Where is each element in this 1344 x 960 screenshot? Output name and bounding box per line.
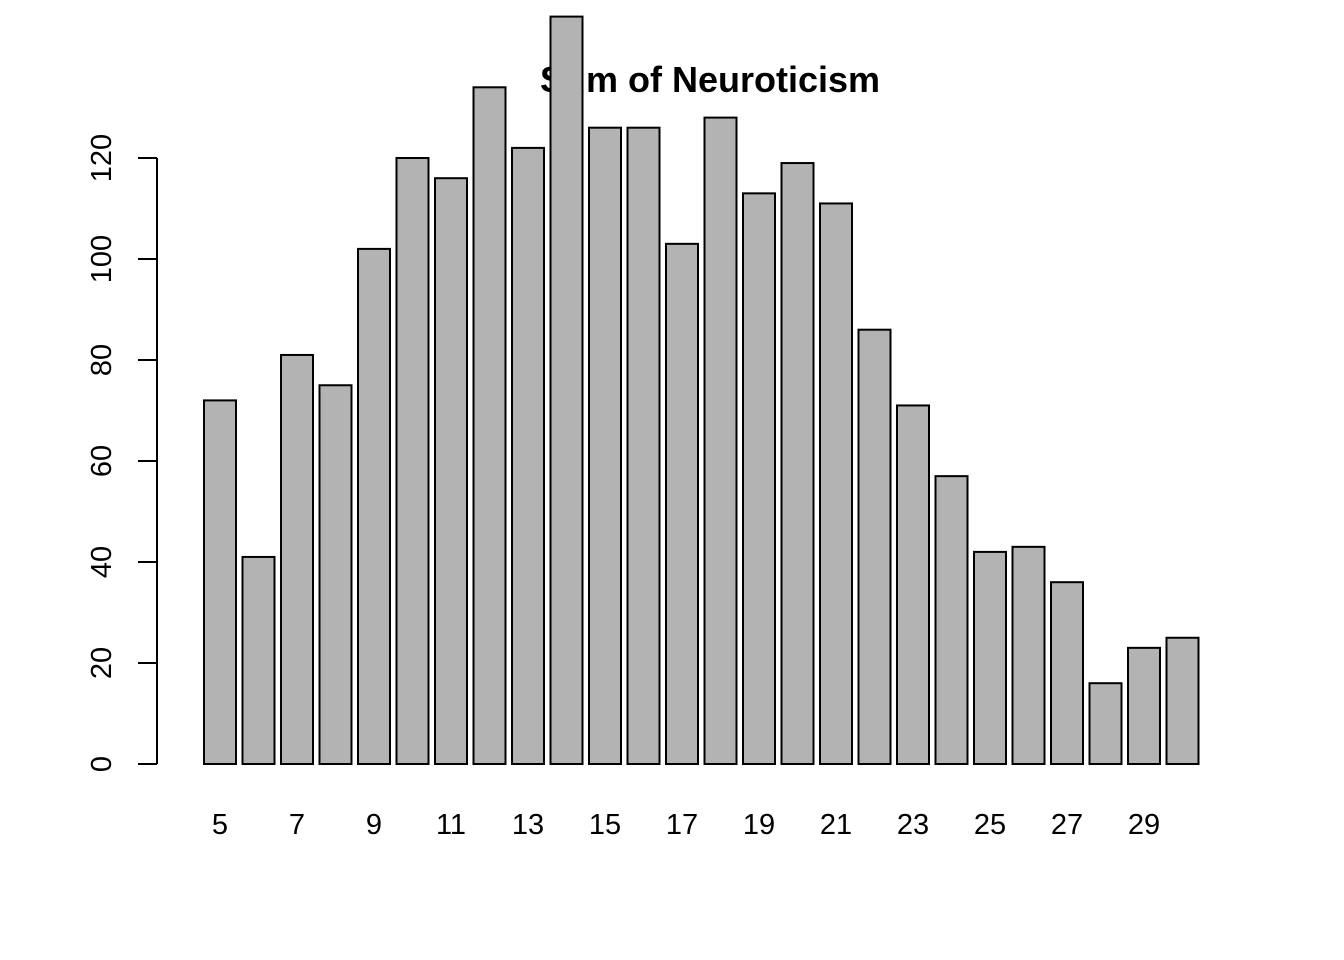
bar-24: [934, 475, 969, 765]
bar-19: [742, 192, 776, 766]
bars: [203, 15, 1200, 766]
bar-23: [896, 404, 930, 765]
x-tick-label: 5: [212, 809, 228, 841]
bar-11: [434, 177, 468, 765]
chart-title: Sum of Neuroticism: [540, 59, 880, 100]
x-tick-label: 7: [289, 809, 305, 841]
y-tick-label: 80: [86, 344, 118, 376]
x-tick-label: 21: [820, 809, 852, 841]
bar-27: [1050, 581, 1084, 766]
x-tick-label: 15: [589, 809, 621, 841]
bar-8: [318, 384, 353, 765]
x-tick-label: 9: [366, 809, 382, 841]
bar-14: [549, 15, 584, 766]
y-tick-label: 60: [86, 445, 118, 477]
bar-18: [703, 116, 738, 766]
y-tick-label: 20: [86, 647, 118, 679]
bar-7: [280, 353, 314, 765]
x-tick-label: 29: [1128, 809, 1160, 841]
bar-12: [472, 86, 507, 766]
bar-28: [1088, 682, 1123, 766]
y-axis: 0 20 40 60 80 100 120: [86, 134, 158, 772]
bar-16: [626, 126, 661, 765]
bar-15: [588, 126, 622, 765]
bar-9: [357, 247, 391, 765]
bar-22: [857, 328, 892, 765]
y-tick-label: 100: [86, 235, 118, 283]
x-tick-label: 27: [1051, 809, 1083, 841]
bar-6: [241, 555, 276, 766]
x-tick-label: 11: [436, 809, 466, 841]
x-tick-label: 13: [512, 809, 544, 841]
bar-20: [780, 162, 815, 766]
bar-30: [1165, 636, 1200, 765]
x-tick-label: 17: [666, 809, 698, 841]
bar-29: [1127, 646, 1161, 765]
y-tick-label: 0: [86, 756, 118, 772]
x-tick-label: 19: [743, 809, 775, 841]
x-tick-label: 25: [974, 809, 1006, 841]
bar-13: [511, 146, 545, 765]
bar-26: [1011, 545, 1046, 765]
y-tick-label: 120: [86, 134, 118, 182]
bar-10: [395, 157, 430, 765]
bar-25: [973, 550, 1007, 766]
y-tick-label: 40: [86, 546, 118, 578]
x-tick-label: 23: [897, 809, 929, 841]
x-tick-labels: 5 7 9 11 13 15 17 19 21 23 25 27 29: [212, 809, 1160, 841]
bar-5: [203, 399, 237, 765]
bar-21: [819, 202, 853, 765]
bar-17: [665, 242, 699, 766]
